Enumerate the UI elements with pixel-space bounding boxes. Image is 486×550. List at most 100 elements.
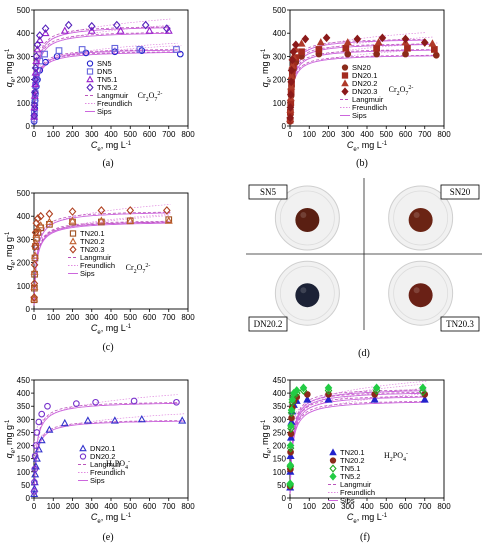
legend-entry: Sips xyxy=(80,269,95,278)
data-point xyxy=(173,398,180,406)
panel-b-chart: 0 100 200 300 400 500 600 700 800 0 100 200 300 400 50… xyxy=(260,6,451,169)
legend-marker xyxy=(69,230,77,237)
y-tick-label: 350 xyxy=(273,402,287,411)
legend-entry: TN20.1 xyxy=(340,448,365,457)
x-tick-label: 400 xyxy=(104,502,118,511)
data-point xyxy=(288,55,297,65)
y-tick-label: 300 xyxy=(273,415,287,424)
data-point xyxy=(30,260,39,270)
x-tick-label: 100 xyxy=(303,502,317,511)
panel-c-chart: 0 100 200 300 400 500 600 700 800 0 100 200 300 400 50… xyxy=(4,189,195,353)
data-point xyxy=(41,50,48,58)
x-tick-label: 0 xyxy=(32,502,37,511)
legend-entry: TN20.2 xyxy=(340,456,365,465)
petri-dish-rim xyxy=(279,190,335,246)
data-point xyxy=(324,395,333,403)
y-tick-label: 400 xyxy=(17,29,31,38)
data-point xyxy=(287,421,295,431)
freundlich-curve xyxy=(289,380,427,442)
legend-entry: Langmuir xyxy=(97,91,129,100)
data-point xyxy=(31,478,38,486)
legend-entry: DN5 xyxy=(97,67,112,76)
y-tick-label: 300 xyxy=(17,415,31,424)
panel-d-photos: SN5 SN20 DN20.2 TN20.3 (d) xyxy=(246,178,482,359)
ion-label: Cr2O72- xyxy=(138,91,163,103)
data-point xyxy=(92,398,99,406)
y-tick-label: 500 xyxy=(273,6,287,15)
legend-entry: TN5.1 xyxy=(97,75,117,84)
data-point xyxy=(31,242,39,251)
x-tick-label: 200 xyxy=(66,313,80,322)
legend-entry: DN20.3 xyxy=(352,87,377,96)
data-point xyxy=(72,400,80,407)
data-point xyxy=(301,34,310,44)
data-point xyxy=(287,65,296,75)
y-tick-label: 500 xyxy=(17,6,31,15)
y-tick-label: 0 xyxy=(26,122,31,131)
data-point xyxy=(35,35,44,44)
data-point xyxy=(41,28,50,37)
data-point xyxy=(38,410,46,418)
freundlich-curve xyxy=(289,387,427,445)
data-point xyxy=(431,46,438,53)
legend-entry: Langmuir xyxy=(80,253,112,262)
x-tick-label: 800 xyxy=(437,130,451,139)
panel-a-chart: 0 100 200 300 400 500 600 700 800 0 100 200 300 400 50… xyxy=(4,6,195,169)
petri-dish-rim xyxy=(279,265,335,321)
x-tick-label: 0 xyxy=(32,313,37,322)
y-tick-label: 100 xyxy=(273,99,287,108)
x-tick-label: 0 xyxy=(32,130,37,139)
x-tick-label: 700 xyxy=(418,502,432,511)
data-point xyxy=(289,47,298,57)
panel-caption: (b) xyxy=(356,158,368,169)
y-tick-label: 0 xyxy=(26,494,31,503)
x-tick-label: 500 xyxy=(124,502,138,511)
data-point xyxy=(420,38,429,47)
legend-entry: Sips xyxy=(90,476,105,485)
x-tick-label: 500 xyxy=(380,130,394,139)
y-tick-label: 400 xyxy=(273,389,287,398)
data-point xyxy=(30,251,39,259)
data-point xyxy=(87,21,96,31)
x-tick-label: 400 xyxy=(360,130,374,139)
data-point xyxy=(33,45,42,53)
data-point xyxy=(419,383,427,393)
freundlich-curve xyxy=(33,18,171,75)
data-point xyxy=(176,50,184,58)
y-tick-label: 100 xyxy=(17,99,31,108)
y-tick-label: 300 xyxy=(273,52,287,61)
y-tick-label: 100 xyxy=(17,282,31,291)
x-tick-label: 800 xyxy=(181,313,195,322)
y-axis-label: qe, mg g-1 xyxy=(260,48,273,87)
legend-entry: TN5.1 xyxy=(340,464,360,473)
x-tick-label: 300 xyxy=(341,502,355,511)
data-point xyxy=(291,40,300,50)
data-point xyxy=(36,211,45,221)
x-tick-label: 700 xyxy=(418,130,432,139)
x-tick-label: 200 xyxy=(66,130,80,139)
y-tick-label: 450 xyxy=(17,376,31,385)
data-point xyxy=(373,44,380,52)
y-tick-label: 0 xyxy=(282,122,287,131)
data-point xyxy=(30,293,39,302)
legend-entry: TN5.2 xyxy=(97,83,117,92)
legend-entry: DN20.1 xyxy=(352,71,377,80)
data-point xyxy=(287,77,295,87)
y-tick-label: 200 xyxy=(17,259,31,268)
ion-label: H2PO4- xyxy=(106,459,130,471)
data-point xyxy=(286,103,295,112)
legend-marker xyxy=(341,87,349,96)
data-point xyxy=(45,209,54,219)
data-point xyxy=(55,47,63,54)
data-point xyxy=(322,33,331,43)
data-point xyxy=(372,383,381,393)
petri-dish-rim xyxy=(393,190,449,246)
data-point xyxy=(404,44,411,52)
ion-label: Cr2O72- xyxy=(389,85,414,97)
data-point xyxy=(287,405,296,415)
y-tick-label: 200 xyxy=(273,76,287,85)
data-point xyxy=(97,206,106,215)
data-point xyxy=(31,75,39,84)
x-axis-label: Ce, mg L-1 xyxy=(91,140,132,153)
